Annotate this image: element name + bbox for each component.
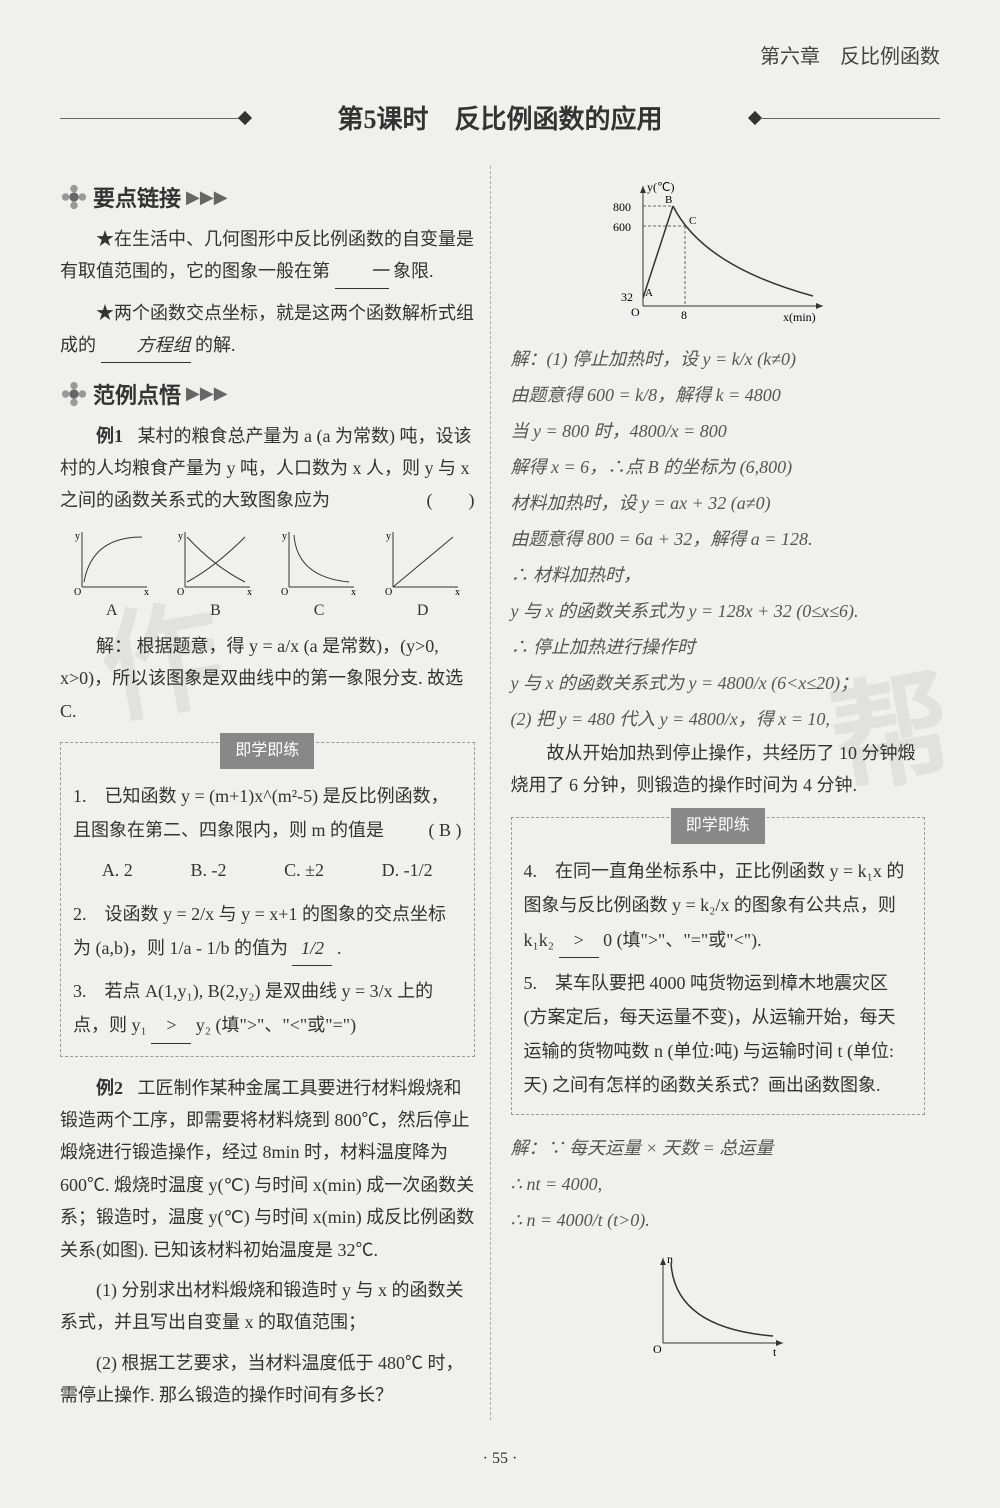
temperature-chart-icon: O y(℃) x(min) 800 600 32 8 A B C (603, 176, 833, 326)
q1-answer: ( B ) (429, 813, 462, 847)
example2-q2: (2) 根据工艺要求，当材料温度低于 480℃ 时，需停止操作. 那么锻造的操作… (60, 1347, 475, 1412)
graph-b-icon: y x O (175, 527, 255, 597)
svg-text:x: x (455, 587, 460, 597)
lesson-title-text: 第5课时 反比例函数的应用 (337, 105, 662, 134)
keypoints-header: 要点链接 ▶▶▶ (60, 181, 475, 213)
diamond-right-icon (748, 110, 762, 124)
blank-1: 一 (335, 255, 389, 288)
svg-text:y(℃): y(℃) (647, 180, 674, 194)
practice-q3: 3. 若点 A(1,y₁), B(2,y₂) 是双曲线 y = 3/x 上的点，… (73, 974, 462, 1043)
svg-text:O: O (281, 587, 288, 597)
keypoint-1: ★在生活中、几何图形中反比例函数的自变量是有取值范围的，它的图象一般在第 一 象… (60, 223, 475, 289)
option-b: yxO B (175, 527, 255, 620)
examples-title: 范例点悟 (93, 378, 181, 410)
hyperbola-chart-icon: O n t (643, 1248, 793, 1358)
svg-text:600: 600 (613, 220, 631, 234)
practice-box-2: 即学即练 4. 在同一直角坐标系中，正比例函数 y = k₁x 的图象与反比例函… (511, 817, 926, 1116)
svg-text:C: C (689, 215, 696, 227)
example1-bracket: ( ) (391, 484, 475, 516)
lesson-title: 第5课时 反比例函数的应用 (60, 99, 940, 136)
graph-d-icon: y x O (383, 527, 463, 597)
practice-q2: 2. 设函数 y = 2/x 与 y = x+1 的图象的交点坐标为 (a,b)… (73, 897, 462, 966)
svg-text:8: 8 (681, 308, 687, 322)
blank-2: 方程组 (101, 329, 191, 362)
graph-options-row: yxO A yxO B (60, 527, 475, 620)
svg-text:x(min): x(min) (783, 310, 816, 324)
svg-text:x: x (351, 587, 356, 597)
right-column: O y(℃) x(min) 800 600 32 8 A B C (511, 166, 941, 1420)
svg-text:32: 32 (621, 290, 633, 304)
example2-q1: (1) 分别求出材料煅烧和锻造时 y 与 x 的函数关系式，并且写出自变量 x … (60, 1274, 475, 1339)
svg-text:t: t (773, 1345, 777, 1358)
q1-options: A. 2 B. -2 C. ±2 D. -1/2 (73, 853, 462, 887)
example2-conclusion: 故从开始加热到停止操作，共经历了 10 分钟煅烧用了 6 分钟，则锻造的操作时间… (511, 737, 926, 802)
flower-icon (60, 380, 88, 408)
svg-text:O: O (653, 1342, 662, 1356)
q2-answer: 1/2 (292, 931, 332, 966)
svg-text:O: O (631, 305, 640, 319)
q3-answer: > (151, 1008, 191, 1043)
q5-solution: 解：∵ 每天运量 × 天数 = 总运量 ∴ nt = 4000, ∴ n = 4… (511, 1130, 926, 1238)
example2-text: 例2 工匠制作某种金属工具要进行材料煅烧和锻造两个工序，即需要将材料烧到 800… (60, 1072, 475, 1266)
q4-answer: > (559, 923, 599, 958)
practice-header-1: 即学即练 (220, 733, 314, 769)
example1-text: 例1 某村的粮食总产量为 a (a 为常数) 吨，设该村的人均粮食产量为 y 吨… (60, 420, 475, 517)
svg-text:y: y (75, 531, 80, 542)
option-d: yxO D (383, 527, 463, 620)
example1-label: 例1 (96, 426, 123, 446)
svg-text:n: n (667, 1252, 673, 1266)
flower-icon (60, 183, 88, 211)
practice-q1: 1. 已知函数 y = (m+1)x^(m²-5) 是反比例函数，且图象在第二、… (73, 779, 462, 887)
example1-solution: 解： 根据题意，得 y = a/x (a 是常数)，(y>0, x>0)，所以该… (60, 630, 475, 727)
option-c: yxO C (279, 527, 359, 620)
example2-solution: 解：(1) 停止加热时，设 y = k/x (k≠0) 由题意得 600 = k… (511, 341, 926, 737)
graph-c-icon: y x O (279, 527, 359, 597)
keypoints-title: 要点链接 (93, 181, 181, 213)
option-a: yxO A (72, 527, 152, 620)
svg-text:B: B (665, 194, 672, 206)
page-number: · 55 · (60, 1450, 940, 1468)
practice-q5: 5. 某车队要把 4000 吨货物运到樟木地震灾区 (方案定后，每天运量不变)，… (524, 966, 913, 1103)
left-column: 要点链接 ▶▶▶ ★在生活中、几何图形中反比例函数的自变量是有取值范围的，它的图… (60, 166, 491, 1420)
svg-text:y: y (282, 531, 287, 542)
svg-text:x: x (144, 587, 149, 597)
example2-chart: O y(℃) x(min) 800 600 32 8 A B C (511, 176, 926, 331)
keypoint-2: ★两个函数交点坐标，就是这两个函数解析式组成的 方程组 的解. (60, 297, 475, 363)
practice-box-1: 即学即练 1. 已知函数 y = (m+1)x^(m²-5) 是反比例函数，且图… (60, 742, 475, 1057)
practice-header-2: 即学即练 (671, 808, 765, 844)
svg-text:A: A (645, 287, 653, 299)
svg-text:x: x (247, 587, 252, 597)
svg-text:O: O (177, 587, 184, 597)
chapter-header: 第六章 反比例函数 (60, 40, 940, 69)
svg-text:O: O (74, 587, 81, 597)
graph-a-icon: y x O (72, 527, 152, 597)
svg-text:800: 800 (613, 200, 631, 214)
examples-header: 范例点悟 ▶▶▶ (60, 378, 475, 410)
page-container: 第六章 反比例函数 第5课时 反比例函数的应用 要点链接 ▶▶▶ ★在生活中、几… (0, 0, 1000, 1508)
example2-label: 例2 (96, 1078, 123, 1098)
arrows-icon: ▶▶▶ (186, 383, 228, 404)
svg-text:y: y (386, 531, 391, 542)
practice-q4: 4. 在同一直角坐标系中，正比例函数 y = k₁x 的图象与反比例函数 y =… (524, 854, 913, 958)
q5-chart: O n t (511, 1248, 926, 1363)
svg-text:O: O (385, 587, 392, 597)
arrows-icon: ▶▶▶ (186, 187, 228, 208)
svg-text:y: y (178, 531, 183, 542)
two-column-layout: 要点链接 ▶▶▶ ★在生活中、几何图形中反比例函数的自变量是有取值范围的，它的图… (60, 166, 940, 1420)
diamond-left-icon (238, 110, 252, 124)
